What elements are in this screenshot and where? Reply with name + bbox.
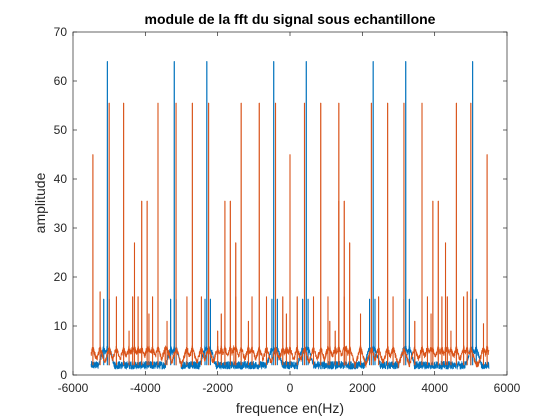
tick-marks	[72, 31, 508, 376]
x-axis-label: frequence en(Hz)	[236, 400, 344, 416]
x-tick-label: -6000	[58, 381, 89, 395]
y-axis-label: amplitude	[32, 172, 48, 233]
x-tick-label: 0	[287, 381, 294, 395]
y-tick-label: 50	[54, 123, 68, 137]
y-tick-label: 10	[54, 319, 68, 333]
x-tick-label: -4000	[130, 381, 161, 395]
y-tick-label: 40	[54, 172, 68, 186]
x-tick-label: 4000	[421, 381, 448, 395]
y-tick-label: 20	[54, 270, 68, 284]
x-tick-label: 2000	[349, 381, 376, 395]
x-tick-label: 6000	[494, 381, 521, 395]
chart-title: module de la fft du signal sous echantil…	[145, 11, 436, 27]
y-tick-label: 0	[60, 368, 67, 382]
y-tick-label: 70	[54, 25, 68, 39]
y-tick-label: 60	[54, 74, 68, 88]
y-tick-label: 30	[54, 221, 68, 235]
x-tick-label: -2000	[202, 381, 233, 395]
tick-labels: -6000 -4000 -2000 0 2000 4000 6000 0 10 20 30 40 50 6…	[54, 25, 521, 395]
